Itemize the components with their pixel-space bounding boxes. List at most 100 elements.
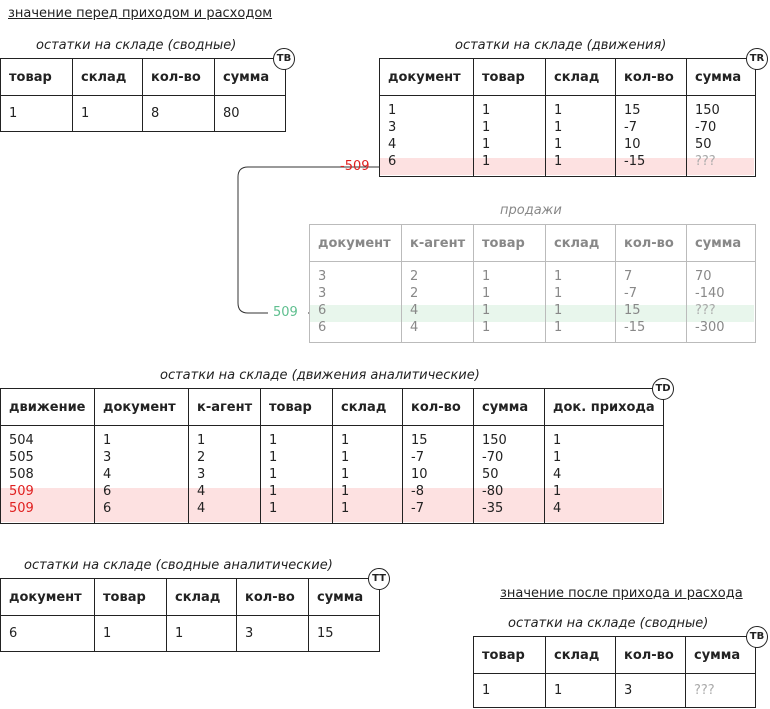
column-header: кол-во (615, 636, 686, 674)
tt-badge: TT (368, 568, 390, 590)
sales-table: документ к-агент товар склад кол-во сумм… (309, 224, 756, 343)
table-cell: -300 (695, 320, 725, 335)
column-header: документ (0, 578, 95, 616)
table-cell: 4 (197, 484, 206, 499)
link-label-green: 509 (273, 305, 298, 320)
table-column: 504 505 508 509 509 (0, 425, 95, 524)
table-header-row: движение документ к-агент товар склад ко… (0, 388, 664, 426)
table-cell: 1 (553, 450, 562, 465)
table-cell: 1 (473, 673, 546, 708)
table-cell: 150 (482, 433, 507, 448)
tb-after-badge: TB (746, 626, 768, 648)
column-header: товар (94, 578, 167, 616)
table-cell: 1 (388, 103, 397, 118)
table-cell: 1 (553, 433, 562, 448)
table-cell: -7 (411, 450, 424, 465)
table-cell: 1 (269, 433, 278, 448)
table-cell: 1 (72, 95, 143, 132)
table-cell: 2 (410, 269, 419, 284)
table-cell: ??? (695, 154, 716, 169)
column-header: склад (332, 388, 403, 426)
tt-table: документ товар склад кол-во сумма 6 1 1 … (0, 578, 380, 652)
table-cell: -7 (624, 286, 637, 301)
table-cell: 3 (236, 615, 309, 652)
tr-table: документ товар склад кол-во сумма 1 3 4 … (379, 58, 756, 177)
column-header: сумма (685, 636, 756, 674)
table-cell: 50 (482, 467, 499, 482)
table-cell: 1 (482, 320, 491, 335)
column-header: склад (166, 578, 237, 616)
table-cell: 15 (624, 303, 641, 318)
table-cell: 6 (103, 501, 112, 516)
table-row: 6 1 1 3 15 (0, 615, 380, 652)
table-cell: -7 (624, 120, 637, 135)
table-cell: 3 (318, 286, 327, 301)
table-header-row: товар склад кол-во сумма (0, 58, 286, 96)
column-header: сумма (686, 58, 756, 96)
table-cell: 1 (554, 303, 563, 318)
table-cell: 1 (341, 484, 350, 499)
table-cell: 2 (197, 450, 206, 465)
table-cell: 505 (9, 450, 34, 465)
column-header: товар (473, 58, 546, 96)
table-cell: 6 (103, 484, 112, 499)
table-cell: 15 (624, 103, 641, 118)
table-cell: 3 (388, 120, 397, 135)
tb-before-caption: остатки на складе (сводные) (36, 38, 237, 53)
table-cell: 80 (223, 106, 240, 121)
table-cell: 150 (695, 103, 720, 118)
table-cell: ??? (694, 683, 715, 698)
table-header-row: товар склад кол-во сумма (473, 636, 756, 674)
link-label-red: -509 (340, 159, 370, 174)
column-header: документ (309, 224, 402, 262)
table-column: 1 1 1 1 (473, 261, 546, 343)
table-cell: 2 (410, 286, 419, 301)
table-cell: 8 (142, 95, 215, 132)
column-header: к-агент (188, 388, 261, 426)
table-column: 1 3 4 6 (379, 95, 474, 177)
table-cell: 6 (0, 615, 95, 652)
table-cell: 1 (269, 484, 278, 499)
table-cell: -70 (695, 120, 717, 135)
table-column: 150 -70 50 -80 -35 (473, 425, 545, 524)
table-header-row: документ товар склад кол-во сумма (0, 578, 380, 616)
table-cell: -8 (411, 484, 424, 499)
table-cell: 3 (103, 450, 112, 465)
table-cell: 1 (94, 615, 167, 652)
table-column: 1 1 1 1 1 (332, 425, 403, 524)
table-header-row: документ товар склад кол-во сумма (379, 58, 756, 96)
table-column: 1 3 4 6 6 (94, 425, 189, 524)
table-row: 1 1 8 80 (0, 95, 286, 132)
table-cell: 3 (318, 269, 327, 284)
table-cell: 504 (9, 433, 34, 448)
table-body: 3 3 6 6 2 2 4 4 1 1 1 1 1 1 1 1 7 -7 15 (309, 261, 756, 343)
table-cell: 1 (341, 450, 350, 465)
column-header: кол-во (142, 58, 215, 96)
table-column: 1 1 1 1 1 (260, 425, 333, 524)
table-cell: 1 (341, 501, 350, 516)
table-cell: 4 (410, 303, 419, 318)
table-cell: -70 (482, 450, 504, 465)
table-cell: 1 (166, 615, 237, 652)
table-cell: 1 (545, 673, 616, 708)
table-cell: 4 (553, 501, 562, 516)
column-header: склад (545, 224, 616, 262)
table-cell: 6 (318, 320, 327, 335)
column-header: товар (260, 388, 333, 426)
table-column: 7 -7 15 -15 (615, 261, 687, 343)
table-cell: -140 (695, 286, 725, 301)
table-cell: 1 (482, 103, 491, 118)
table-cell: 1 (269, 467, 278, 482)
table-column: 1 2 3 4 4 (188, 425, 261, 524)
table-cell: 1 (554, 120, 563, 135)
table-cell: 1 (197, 433, 206, 448)
column-header: товар (473, 636, 546, 674)
table-cell: 4 (197, 501, 206, 516)
table-cell: 1 (482, 154, 491, 169)
tb-after-table: товар склад кол-во сумма 1 1 3 ??? (473, 636, 756, 708)
heading-after: значение после прихода и расхода (500, 586, 743, 601)
table-column: 1 1 1 1 (545, 95, 616, 177)
table-cell: 1 (554, 286, 563, 301)
tt-caption: остатки на складе (сводные аналитические… (24, 558, 333, 573)
table-cell: 508 (9, 467, 34, 482)
